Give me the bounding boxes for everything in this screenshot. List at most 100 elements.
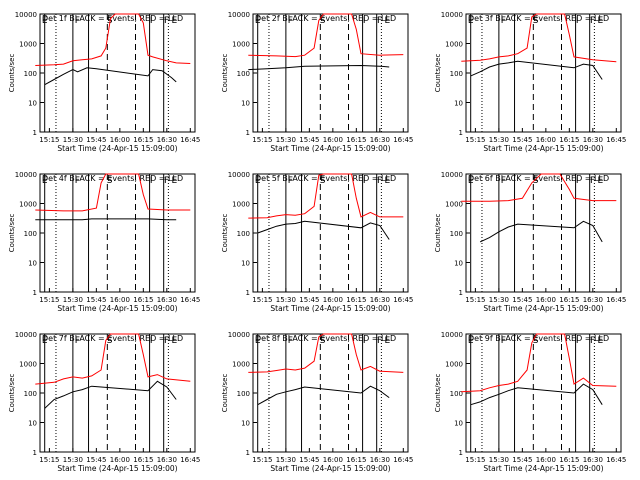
x-tick-label: 15:45: [512, 136, 532, 144]
marker-letter: F: [501, 16, 506, 26]
x-tick-label: 15:30: [63, 296, 83, 304]
y-tick-label: 10000: [15, 331, 37, 339]
y-tick-label: 100: [24, 70, 37, 78]
x-axis-label: Start Time (24-Apr-15 15:09:00): [270, 304, 390, 313]
y-tick-label: 10000: [441, 171, 463, 179]
x-tick-label: 15:15: [465, 136, 485, 144]
marker-letter: E: [172, 16, 178, 26]
marker-letter: S: [533, 176, 539, 186]
y-tick-label: 1: [33, 449, 37, 457]
panel-title: Det 2f BLACK = Events, RED = LLD: [255, 14, 396, 23]
x-tick-label: 15:15: [39, 136, 59, 144]
series-lld-line: [35, 333, 191, 385]
x-tick-label: 16:15: [133, 456, 153, 464]
x-tick-label: 16:00: [110, 456, 130, 464]
x-tick-label: 16:45: [180, 456, 200, 464]
marker-letter: E: [42, 176, 48, 186]
marker-letter: E: [255, 16, 261, 26]
series-events-line: [35, 218, 177, 221]
x-tick-label: 16:30: [583, 136, 603, 144]
y-tick-label: 100: [237, 230, 250, 238]
x-axis-label: Start Time (24-Apr-15 15:09:00): [270, 144, 390, 153]
y-tick-label: 10000: [15, 11, 37, 19]
marker-letter: S: [320, 176, 326, 186]
marker-letter: E: [172, 336, 178, 346]
y-tick-label: 1: [459, 449, 463, 457]
marker-letter: E: [598, 336, 604, 346]
y-tick-label: 100: [450, 70, 463, 78]
y-axis-label: Counts/sec: [8, 374, 16, 413]
x-axis-label: Start Time (24-Apr-15 15:09:00): [57, 464, 177, 473]
y-tick-label: 1000: [19, 201, 37, 209]
marker-letter: E: [42, 16, 48, 26]
x-tick-label: 15:30: [489, 296, 509, 304]
y-tick-label: 100: [237, 390, 250, 398]
x-tick-label: 15:45: [86, 296, 106, 304]
marker-letter: I: [363, 16, 366, 26]
panel-1: Det 1f BLACK = Events, RED = LLD 1 10 100 10…: [8, 11, 200, 153]
y-axis-label: Counts/sec: [8, 214, 16, 253]
marker-letter: F: [75, 16, 80, 26]
y-tick-label: 1000: [445, 41, 463, 49]
y-tick-label: 10000: [228, 331, 250, 339]
series-lld-line: [461, 173, 617, 202]
series-events-line: [44, 67, 177, 86]
series-lld-line: [248, 173, 404, 219]
x-tick-label: 15:45: [299, 456, 319, 464]
y-tick-label: 100: [237, 70, 250, 78]
x-tick-label: 15:15: [252, 456, 272, 464]
marker-letter: E: [172, 176, 178, 186]
x-tick-label: 15:45: [512, 296, 532, 304]
x-tick-label: 16:45: [393, 456, 413, 464]
y-tick-label: 1: [459, 289, 463, 297]
panel-2: Det 2f BLACK = Events, RED = LLD 1 10 100 10…: [221, 11, 413, 153]
y-tick-label: 10: [28, 420, 37, 428]
panel-title: Det 1f BLACK = Events, RED = LLD: [42, 14, 183, 23]
x-tick-label: 16:30: [370, 136, 390, 144]
panel-title: Det 9f BLACK = Events, RED = LLD: [468, 334, 609, 343]
marker-letter: I: [576, 16, 579, 26]
x-tick-label: 15:15: [465, 296, 485, 304]
marker-letter: E: [385, 176, 391, 186]
marker-letter: F: [164, 336, 169, 346]
x-tick-label: 16:30: [157, 296, 177, 304]
marker-letter: F: [377, 336, 382, 346]
x-tick-label: 16:15: [133, 136, 153, 144]
plot-frame: [39, 173, 196, 293]
y-tick-label: 10000: [228, 11, 250, 19]
y-tick-label: 10: [241, 260, 250, 268]
marker-letter: E: [255, 176, 261, 186]
x-tick-label: 16:45: [180, 136, 200, 144]
marker-letter: I: [576, 176, 579, 186]
y-tick-label: 1000: [232, 361, 250, 369]
marker-letter: F: [288, 336, 293, 346]
panel-title: Det 3f BLACK = Events, RED = LLD: [468, 14, 609, 23]
panel-title: Det 7f BLACK = Events, RED = LLD: [42, 334, 183, 343]
x-tick-label: 16:45: [393, 296, 413, 304]
y-tick-label: 1000: [232, 201, 250, 209]
marker-letter: I: [363, 176, 366, 186]
series-events-line: [248, 64, 390, 71]
x-tick-label: 16:15: [559, 456, 579, 464]
y-tick-label: 1: [246, 129, 250, 137]
series-events-line: [470, 60, 603, 80]
x-tick-label: 16:15: [133, 296, 153, 304]
x-tick-label: 16:00: [323, 296, 343, 304]
y-tick-label: 10: [28, 100, 37, 108]
x-tick-label: 16:00: [110, 136, 130, 144]
marker-letter: S: [320, 336, 326, 346]
x-tick-label: 15:15: [39, 456, 59, 464]
y-tick-label: 1: [33, 289, 37, 297]
x-tick-label: 15:30: [489, 136, 509, 144]
x-tick-label: 16:30: [370, 296, 390, 304]
marker-letter: S: [533, 16, 539, 26]
y-tick-label: 10: [454, 420, 463, 428]
x-tick-label: 15:15: [252, 296, 272, 304]
x-tick-label: 16:30: [583, 296, 603, 304]
y-tick-label: 1000: [445, 361, 463, 369]
series-lld-line: [461, 333, 617, 393]
y-tick-label: 10: [454, 100, 463, 108]
x-tick-label: 16:30: [583, 456, 603, 464]
x-tick-label: 16:15: [559, 296, 579, 304]
